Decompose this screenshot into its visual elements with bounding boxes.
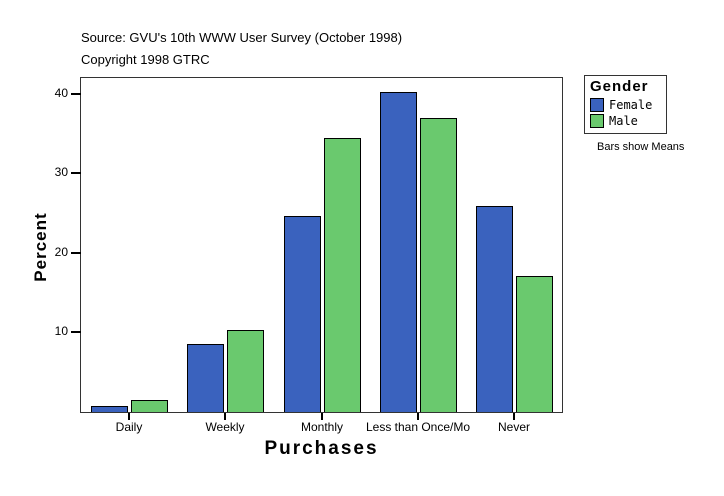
x-axis-title: Purchases	[264, 438, 379, 459]
plot-area	[80, 77, 563, 413]
x-tick-label-less-than-once-mo: Less than Once/Mo	[365, 420, 471, 434]
bar-female-daily	[91, 406, 128, 412]
x-tick-label-never: Never	[497, 420, 531, 434]
y-axis-tick-40	[71, 93, 81, 95]
bar-female-never	[476, 206, 513, 412]
y-tick-label-20: 20	[54, 245, 68, 259]
bar-male-daily	[131, 400, 168, 412]
source-text: Source: GVU's 10th WWW User Survey (Octo…	[81, 30, 403, 45]
y-axis-tick-10	[71, 331, 81, 333]
legend-note: Bars show Means	[597, 141, 685, 153]
male-swatch-icon	[590, 114, 604, 128]
x-axis-tick-weekly	[224, 413, 226, 420]
y-axis-tick-30	[71, 172, 81, 174]
x-axis-tick-daily	[128, 413, 130, 420]
female-swatch-icon	[590, 98, 604, 112]
legend-item-female: Female	[590, 98, 661, 112]
x-axis-tick-less-than-once-mo	[417, 413, 419, 420]
bar-male-monthly	[324, 138, 361, 412]
x-tick-label-weekly: Weekly	[205, 420, 245, 434]
bar-female-less-than-once-mo	[380, 92, 417, 412]
bar-male-weekly	[227, 330, 264, 412]
y-tick-label-40: 40	[54, 86, 68, 100]
y-tick-label-10: 10	[54, 324, 68, 338]
x-axis-tick-monthly	[321, 413, 323, 420]
x-tick-label-daily: Daily	[115, 420, 143, 434]
x-tick-label-monthly: Monthly	[300, 420, 344, 434]
legend-item-male: Male	[590, 114, 661, 128]
bar-male-less-than-once-mo	[420, 118, 457, 412]
legend-label-female: Female	[609, 98, 653, 112]
copyright-text: Copyright 1998 GTRC	[81, 52, 210, 67]
y-axis-tick-20	[71, 252, 81, 254]
bar-male-never	[516, 276, 553, 412]
legend-label-male: Male	[609, 114, 638, 128]
x-axis-tick-never	[513, 413, 515, 420]
y-tick-label-30: 30	[54, 165, 68, 179]
bar-female-monthly	[284, 216, 321, 412]
legend-title: Gender	[590, 78, 649, 95]
legend: Gender Female Male	[584, 75, 667, 134]
bar-female-weekly	[187, 344, 224, 412]
